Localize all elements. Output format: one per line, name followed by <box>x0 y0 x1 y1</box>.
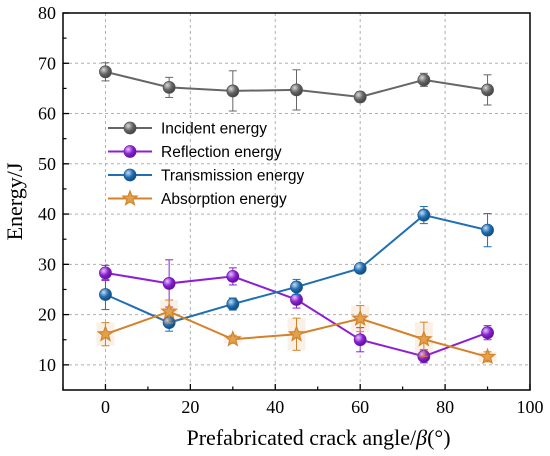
legend: Incident energy Reflection energy Transmis… <box>108 121 305 208</box>
y-tick-label: 50 <box>38 154 56 174</box>
legend-label: Absorption energy <box>161 191 287 208</box>
data-point <box>162 277 176 290</box>
data-point <box>162 80 176 94</box>
y-tick-label: 20 <box>38 305 56 325</box>
data-point <box>226 269 240 283</box>
x-tick-label: 100 <box>517 397 544 417</box>
data-point <box>226 84 240 98</box>
data-point <box>351 309 369 327</box>
legend-item: Transmission energy <box>108 168 305 185</box>
data-point <box>224 330 242 347</box>
x-axis-title-unit: (°) <box>427 425 450 450</box>
legend-item: Incident energy <box>108 121 267 138</box>
data-point <box>353 333 367 347</box>
data-point <box>417 73 431 87</box>
data-point <box>481 326 494 340</box>
y-axis-title: Energy/J <box>2 162 27 240</box>
data-point <box>160 302 178 320</box>
data-point <box>99 266 112 280</box>
data-point <box>290 293 303 306</box>
y-tick-label: 30 <box>38 254 56 274</box>
x-tick-label: 80 <box>436 397 454 417</box>
y-tick-label: 40 <box>38 204 56 224</box>
legend-label: Transmission energy <box>161 168 305 185</box>
data-point <box>353 261 367 275</box>
data-point <box>96 325 115 342</box>
data-point <box>353 90 367 104</box>
data-point <box>287 325 306 342</box>
legend-marker <box>121 189 139 206</box>
data-point <box>290 280 303 294</box>
series-absorption-energy <box>96 299 497 365</box>
y-tick-label: 10 <box>38 355 56 375</box>
series-incident-energy <box>99 62 494 112</box>
series-transmission-energy <box>99 206 494 332</box>
data-point <box>481 83 494 97</box>
data-point <box>417 208 431 222</box>
y-tick-label: 70 <box>38 53 56 73</box>
x-axis-title: Prefabricated crack angle/β(°) <box>186 425 450 450</box>
x-tick-label: 20 <box>181 397 199 417</box>
x-axis-title-symbol: β <box>415 425 427 450</box>
data-point <box>481 223 494 237</box>
x-tick-label: 0 <box>101 397 110 417</box>
x-axis-title-text: Prefabricated crack angle/ <box>186 425 417 450</box>
x-tick-label: 60 <box>351 397 369 417</box>
legend-marker <box>123 121 137 135</box>
y-tick-label: 60 <box>38 104 56 124</box>
series-layer <box>96 62 497 365</box>
plot-frame <box>62 12 531 391</box>
tick-layer: 0 20 40 60 80 100 10 20 30 40 50 60 70 80 <box>38 3 544 417</box>
legend-item: Reflection energy <box>108 144 282 161</box>
legend-label: Reflection energy <box>161 144 282 161</box>
legend-marker <box>123 168 137 182</box>
y-tick-label: 80 <box>38 3 56 23</box>
legend-label: Incident energy <box>161 121 267 138</box>
legend-marker <box>123 145 137 158</box>
data-point <box>99 65 112 79</box>
data-point <box>478 347 497 365</box>
data-point <box>99 288 112 301</box>
data-point <box>290 83 303 97</box>
x-tick-label: 40 <box>266 397 284 417</box>
data-point <box>226 297 240 311</box>
legend-item: Absorption energy <box>108 189 287 208</box>
data-point <box>415 330 433 347</box>
